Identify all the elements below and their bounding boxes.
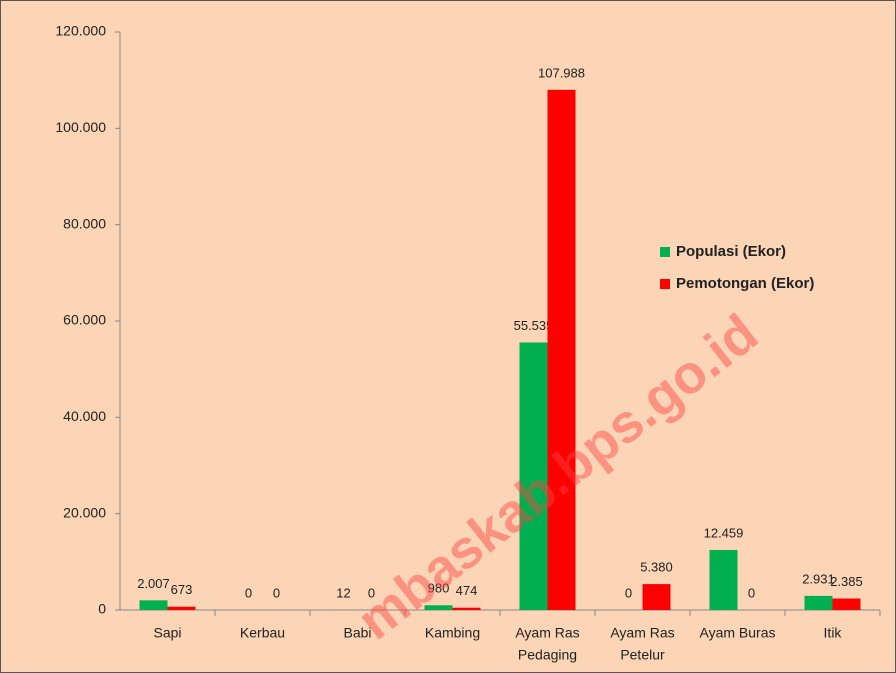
- value-label: 2.931: [802, 571, 835, 586]
- value-label: 107.988: [538, 65, 585, 80]
- x-tick-label: Petelur: [620, 647, 665, 663]
- bar: [642, 584, 671, 610]
- bar: [519, 342, 548, 610]
- bar: [804, 595, 833, 610]
- y-tick-label: 100.000: [55, 119, 106, 135]
- legend-label: Pemotongan (Ekor): [676, 275, 814, 292]
- value-label: 55.535: [514, 318, 554, 333]
- value-label: 12.459: [704, 525, 744, 540]
- y-tick-label: 40.000: [63, 408, 106, 424]
- y-tick-label: 120.000: [55, 23, 106, 39]
- y-tick-label: 20.000: [63, 504, 106, 520]
- x-tick-label: Kambing: [425, 625, 480, 641]
- bar: [547, 89, 576, 611]
- x-tick-label: Kerbau: [240, 625, 285, 641]
- x-tick-label: Ayam Ras: [610, 625, 674, 641]
- value-label: 2.007: [137, 576, 170, 591]
- x-tick-label: Ayam Buras: [700, 625, 776, 641]
- x-tick-label: Pedaging: [518, 647, 577, 663]
- bar: [452, 607, 481, 610]
- bar: [709, 549, 738, 610]
- y-tick-label: 0: [98, 601, 106, 617]
- x-tick-label: Ayam Ras: [515, 625, 579, 641]
- value-label: 0: [273, 585, 280, 600]
- value-label: 673: [171, 582, 193, 597]
- value-label: 5.380: [640, 560, 673, 575]
- bar: [832, 598, 861, 610]
- value-label: 474: [456, 583, 478, 598]
- value-label: 980: [428, 581, 450, 596]
- x-tick-label: Babi: [343, 625, 371, 641]
- legend-swatch: [660, 247, 670, 257]
- value-label: 0: [245, 585, 252, 600]
- value-label: 0: [368, 585, 375, 600]
- value-label: 2.385: [830, 574, 863, 589]
- bar: [139, 600, 168, 610]
- bar: [167, 606, 196, 610]
- x-tick-label: Sapi: [153, 625, 181, 641]
- y-tick-label: 80.000: [63, 215, 106, 231]
- value-label: 12: [336, 585, 350, 600]
- legend-swatch: [660, 279, 670, 289]
- value-label: 0: [748, 585, 755, 600]
- value-label: 0: [625, 585, 632, 600]
- legend-label: Populasi (Ekor): [676, 243, 786, 260]
- bar: [424, 605, 453, 610]
- y-tick-label: 60.000: [63, 312, 106, 328]
- x-tick-label: Itik: [824, 625, 843, 641]
